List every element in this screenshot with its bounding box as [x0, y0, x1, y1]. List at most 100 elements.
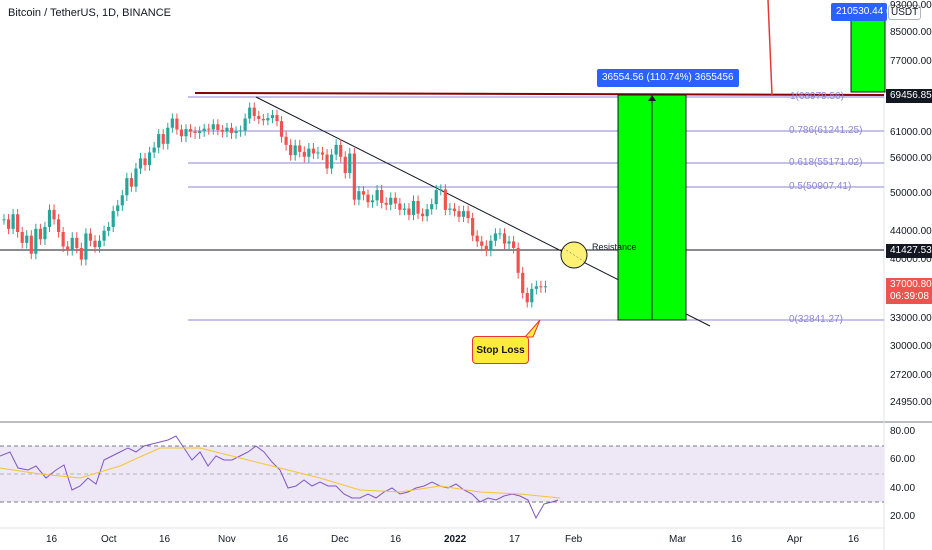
candle-body	[248, 107, 252, 119]
time-tick: Apr	[787, 534, 803, 545]
candle-body	[20, 232, 24, 243]
candle-body	[325, 154, 329, 169]
candle-body	[138, 158, 143, 169]
candle-body	[179, 129, 184, 137]
candle-body	[484, 245, 488, 251]
candle-body	[266, 118, 270, 121]
candle-body	[152, 147, 156, 153]
candle-body	[389, 197, 393, 205]
candle-body	[70, 237, 74, 251]
candle-body	[148, 152, 152, 166]
time-tick: 16	[390, 534, 402, 545]
fib-label-1: 1(68979.56)	[790, 91, 844, 102]
candle-body	[88, 233, 93, 241]
resistance-label: Resistance	[592, 242, 637, 252]
candle-body	[361, 191, 366, 195]
fib-lines	[188, 96, 884, 321]
candle-body	[384, 202, 388, 205]
candle-body	[434, 190, 438, 205]
candle-body	[375, 190, 379, 201]
candle-body	[16, 214, 20, 232]
time-tick: 17	[509, 534, 521, 545]
candle-body	[243, 118, 247, 131]
candle-body	[220, 129, 224, 132]
last-price-tag: 37000.80	[886, 278, 932, 292]
candle-body	[120, 195, 124, 206]
stop-loss-callout[interactable]: Stop Loss	[472, 336, 529, 364]
candle-body	[534, 286, 538, 289]
currency-badge[interactable]: USDT	[888, 5, 922, 20]
candle-body	[407, 208, 411, 215]
resistance-circle-hatch	[562, 247, 586, 263]
candle-body	[466, 211, 470, 219]
candle-body	[198, 131, 202, 133]
candle-body	[316, 152, 320, 154]
candle-body	[116, 205, 120, 212]
time-tick: Mar	[669, 534, 687, 545]
candle-body	[521, 272, 525, 294]
right-green-box[interactable]	[850, 14, 886, 93]
candle-body	[530, 288, 534, 303]
candle-body	[343, 156, 347, 174]
candle-body	[107, 226, 111, 231]
candle-body	[398, 203, 402, 210]
candle-body	[2, 219, 6, 221]
candle-body	[302, 151, 306, 157]
candle-body	[452, 208, 457, 212]
candle-body	[184, 129, 188, 137]
candle-body	[334, 144, 338, 155]
candle-body	[525, 293, 529, 303]
candle-body	[461, 211, 466, 217]
candle-body	[29, 235, 33, 254]
chart-title: Bitcoin / TetherUS, 1D, BINANCE	[8, 7, 172, 19]
candle-body	[275, 115, 279, 122]
rsi-pane	[0, 435, 884, 520]
candle-body	[161, 134, 165, 144]
candle-body	[229, 127, 234, 133]
candle-body	[11, 214, 15, 229]
candle-body	[330, 154, 334, 169]
candle-body	[448, 208, 452, 210]
candle-body	[421, 213, 425, 217]
candle-body	[307, 148, 311, 157]
candle-body	[239, 130, 243, 132]
candle-body	[498, 233, 502, 235]
fib-label-0618: 0.618(55171.02)	[789, 157, 863, 168]
candle-body	[157, 134, 161, 148]
candle-body	[402, 208, 406, 210]
rsi-tick: 60.00	[890, 454, 916, 465]
candle-body	[543, 286, 548, 288]
candle-body	[125, 178, 129, 196]
candle-body	[416, 200, 420, 214]
candle-body	[298, 145, 302, 152]
candle-body	[84, 233, 88, 260]
time-tick: Oct	[101, 534, 117, 545]
candle-body	[225, 127, 229, 132]
candle-body	[175, 118, 179, 130]
candle-body	[52, 209, 56, 220]
candle-body	[102, 230, 106, 241]
target-arrowhead	[648, 95, 656, 101]
candle-body	[66, 246, 70, 251]
time-tick: 16	[46, 534, 58, 545]
candle-body	[357, 191, 361, 200]
fib-label-0: 0(32841.27)	[789, 314, 843, 325]
price-tick: 24950.00	[890, 397, 932, 408]
rsi-tick: 40.00	[890, 483, 916, 494]
candle-body	[471, 218, 475, 236]
price-tick: 30000.00	[890, 341, 932, 352]
candle-body	[339, 144, 343, 157]
fib1-price-tag: 69456.85	[886, 89, 932, 103]
price-tick: 50000.00	[890, 188, 932, 199]
candle-body	[166, 127, 170, 144]
candle-body	[216, 124, 220, 130]
candle-body	[380, 190, 384, 203]
top-red-line[interactable]	[194, 92, 885, 96]
candle-body	[475, 235, 479, 242]
rsi-ma-line	[0, 447, 561, 499]
candle-body	[170, 118, 174, 128]
time-tick: 2022	[444, 534, 467, 545]
candle-body	[425, 209, 429, 217]
fib-label-0786: 0.786(61241.25)	[789, 125, 863, 136]
